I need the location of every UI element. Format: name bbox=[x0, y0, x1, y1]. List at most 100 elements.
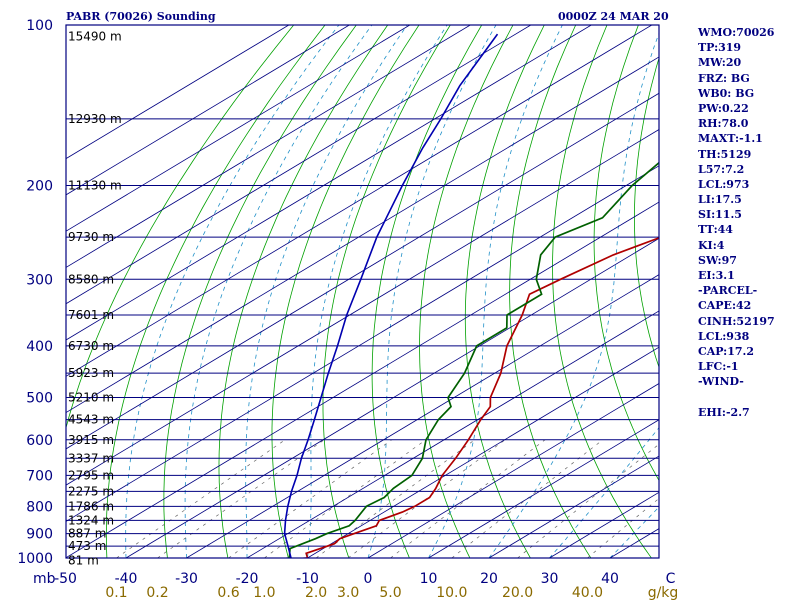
temperature-tick-label: 10 bbox=[420, 571, 438, 587]
dry-adiabat bbox=[593, 25, 659, 482]
height-label: 3337 m bbox=[68, 451, 114, 465]
mixing-ratio-tick-label: 20.0 bbox=[502, 585, 533, 600]
chart-time: 0000Z 24 MAR 20 bbox=[558, 10, 669, 23]
dry-adiabat bbox=[163, 25, 357, 558]
mixing-ratio-tick-label: 2.0 bbox=[305, 585, 327, 600]
index-item: EI:3.1 bbox=[698, 269, 735, 282]
isotherm bbox=[125, 237, 659, 558]
mixing-ratio-tick-label: 0.6 bbox=[217, 585, 239, 600]
isotherm bbox=[428, 419, 659, 558]
index-item: EHI:-2.7 bbox=[698, 405, 750, 419]
temperature-tick-label: -30 bbox=[175, 571, 198, 587]
index-item: MAXT:-1.1 bbox=[698, 132, 763, 146]
height-label: 2795 m bbox=[68, 468, 114, 482]
mixing-ratio-line bbox=[347, 439, 506, 558]
mixing-ratio-tick-label: 40.0 bbox=[572, 585, 603, 600]
isotherm bbox=[66, 25, 290, 160]
isotherm bbox=[307, 346, 659, 558]
mixing-ratio-tick-label: 1.0 bbox=[253, 585, 275, 600]
index-item: LI:17.5 bbox=[698, 193, 742, 207]
height-label: 9730 m bbox=[68, 230, 114, 244]
isotherm bbox=[66, 25, 532, 305]
index-item: -PARCEL- bbox=[698, 284, 758, 298]
dry-adiabat bbox=[785, 25, 800, 558]
mixing-ratio-tick-label: g/kg bbox=[648, 585, 679, 600]
height-label: 4543 m bbox=[68, 413, 114, 427]
mixing-ratio-tick-label: 0.1 bbox=[105, 585, 127, 600]
height-label: 3915 m bbox=[68, 433, 114, 447]
height-label: 5210 m bbox=[68, 391, 114, 405]
height-label: 1324 m bbox=[68, 513, 114, 527]
temperature-tick-label: 0 bbox=[364, 571, 373, 587]
height-label: 11130 m bbox=[68, 178, 122, 192]
mixing-ratio-line bbox=[315, 439, 475, 558]
mixing-ratio-tick-label: 0.2 bbox=[146, 585, 168, 600]
chart-title: PABR (70026) Sounding bbox=[66, 10, 216, 23]
mixing-ratio-line bbox=[116, 439, 286, 558]
pressure-tick-label: 500 bbox=[26, 391, 53, 407]
indices-panel: WMO:70026 TP:319 MW:20 FRZ: BG WB0: BG PW:0.2… bbox=[698, 25, 775, 420]
height-label: 2275 m bbox=[68, 484, 114, 498]
temperature-tick-label: 30 bbox=[541, 571, 559, 587]
pressure-tick-label: 700 bbox=[26, 468, 53, 484]
pressure-unit-label: mb bbox=[33, 571, 56, 587]
isotherm bbox=[66, 165, 659, 522]
isotherm bbox=[66, 201, 659, 558]
dewpoint-profile bbox=[281, 161, 659, 558]
dry-adiabat bbox=[552, 25, 652, 558]
mixing-ratio-tick-label: 10.0 bbox=[436, 585, 467, 600]
isotherm bbox=[246, 310, 659, 558]
temperature-tick-label: 20 bbox=[480, 571, 498, 587]
isotherm bbox=[66, 25, 653, 377]
dry-adiabat bbox=[218, 25, 389, 558]
height-label: 7601 m bbox=[68, 308, 114, 322]
pressure-tick-label: 600 bbox=[26, 433, 53, 449]
plot-frame bbox=[65, 24, 660, 559]
isotherm bbox=[186, 274, 659, 558]
height-label: 473 m bbox=[68, 539, 106, 553]
height-label: 887 m bbox=[68, 527, 106, 541]
height-label: 5923 m bbox=[68, 366, 114, 380]
isotherm bbox=[66, 25, 411, 232]
index-item: -WIND- bbox=[698, 375, 744, 389]
isotherm bbox=[66, 25, 350, 196]
temperature-tick-label: C bbox=[666, 571, 676, 587]
pressure-tick-label: 800 bbox=[26, 499, 53, 515]
index-item: CAPE:42 bbox=[698, 299, 752, 313]
pressure-tick-label: 200 bbox=[26, 178, 53, 194]
height-label: 1786 m bbox=[68, 499, 114, 513]
plot-area bbox=[66, 25, 800, 558]
index-item: FRZ: BG bbox=[698, 71, 750, 85]
index-item: TH:5129 bbox=[698, 147, 752, 161]
index-item: CAP:17.2 bbox=[698, 344, 755, 358]
pressure-tick-label: 1000 bbox=[17, 551, 53, 567]
index-item bbox=[698, 390, 775, 405]
temperature-tick-label: -10 bbox=[296, 571, 319, 587]
isotherm bbox=[66, 25, 471, 268]
pressure-tick-label: 300 bbox=[26, 272, 53, 288]
isotherm bbox=[488, 455, 659, 558]
isotherm bbox=[367, 383, 659, 558]
index-item: WB0: BG bbox=[698, 86, 755, 100]
temperature-tick-label: -50 bbox=[54, 571, 77, 587]
temperature-tick-label: 40 bbox=[601, 571, 619, 587]
height-label: 8580 m bbox=[68, 272, 114, 286]
index-item: SI:11.5 bbox=[698, 208, 742, 222]
mixing-ratio-tick-label: 5.0 bbox=[379, 585, 401, 600]
index-item: WMO:70026 bbox=[698, 26, 775, 39]
temperature-tick-label: -40 bbox=[115, 571, 138, 587]
isotherm bbox=[66, 56, 659, 414]
index-item: KI:4 bbox=[698, 238, 725, 252]
height-label: 81 m bbox=[68, 553, 99, 567]
moist-adiabat bbox=[184, 25, 373, 558]
index-item: LFC:-1 bbox=[698, 360, 739, 374]
parcel-path bbox=[283, 33, 499, 558]
pressure-tick-label: 900 bbox=[26, 527, 53, 543]
isotherm bbox=[66, 129, 659, 486]
index-item: L57:7.2 bbox=[698, 162, 745, 176]
index-item: CINH:52197 bbox=[698, 314, 775, 328]
height-label: 15490 m bbox=[68, 29, 122, 43]
mixing-ratio-line bbox=[157, 439, 325, 558]
index-item: MW:20 bbox=[698, 56, 742, 70]
